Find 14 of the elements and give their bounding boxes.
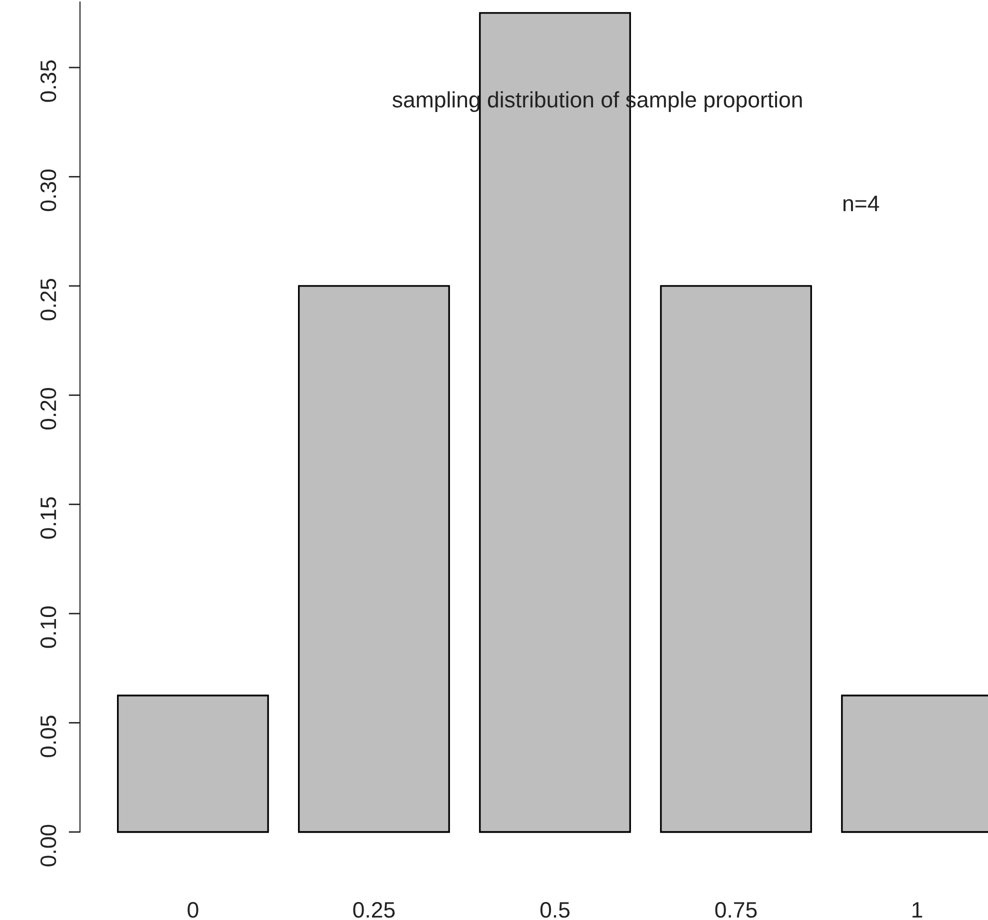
x-tick-label: 0.75 [715, 902, 757, 918]
x-tick-label: 0 [188, 902, 198, 918]
y-tick-label: 0.00 [40, 824, 56, 866]
x-tick-label: 0.5 [540, 902, 570, 918]
y-tick-label: 0.25 [40, 278, 56, 320]
y-tick-label: 0.05 [40, 716, 56, 758]
y-tick-label: 0.35 [40, 60, 56, 102]
y-tick-label: 0.10 [40, 606, 56, 648]
x-tick-label: 0.25 [353, 902, 395, 918]
x-tick-label: 1 [912, 902, 922, 918]
y-tick-label: 0.15 [40, 497, 56, 539]
annotation: n=4 [844, 196, 880, 212]
y-tick-label: 0.20 [40, 388, 56, 430]
y-tick-label: 0.30 [40, 170, 56, 212]
